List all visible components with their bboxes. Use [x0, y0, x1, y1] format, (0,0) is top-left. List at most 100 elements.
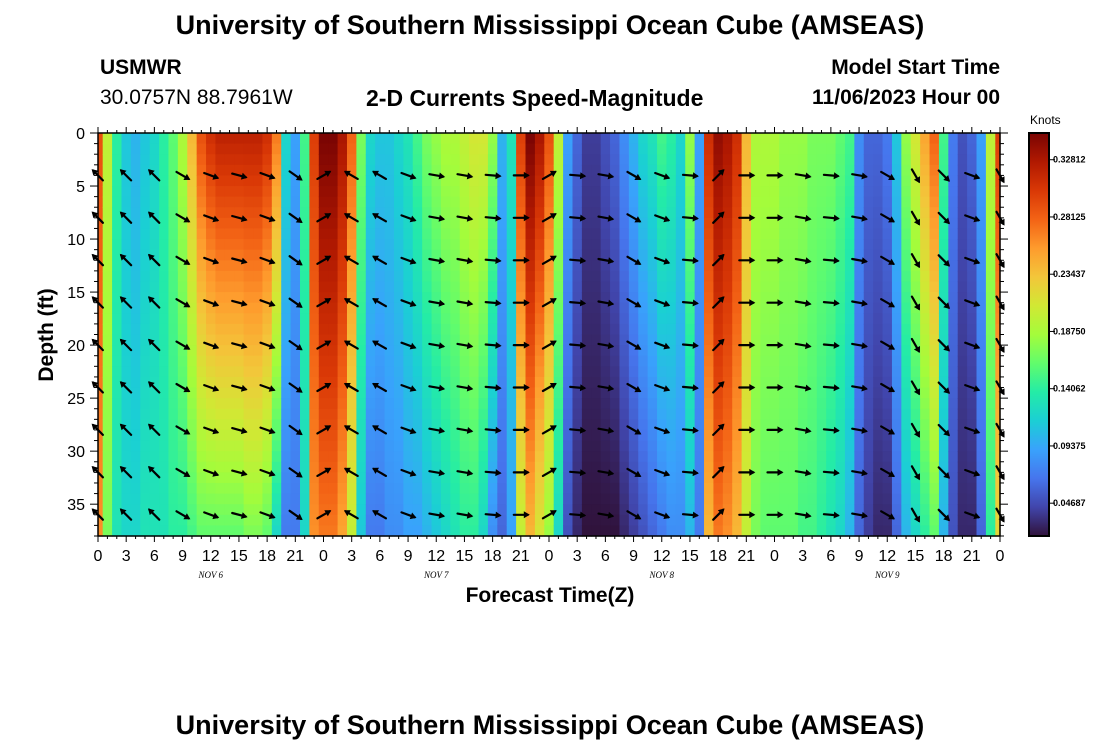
- heatmap-cell: [610, 239, 621, 251]
- current-vector: [343, 382, 359, 393]
- heatmap-cell: [910, 133, 921, 145]
- heatmap-cell: [581, 345, 592, 357]
- heatmap-cell: [760, 345, 771, 357]
- heatmap-cell: [234, 366, 245, 378]
- heatmap-cell: [929, 270, 940, 283]
- heatmap-cell: [873, 133, 884, 145]
- heatmap-cell: [130, 366, 141, 378]
- heatmap-cell: [309, 514, 320, 526]
- current-vector: [175, 340, 191, 350]
- heatmap-cell: [121, 366, 132, 378]
- heatmap-cell: [450, 408, 461, 420]
- heatmap-cell: [300, 164, 311, 177]
- heatmap-cell: [995, 143, 1001, 155]
- heatmap-cell: [516, 186, 527, 198]
- current-vector: [372, 382, 387, 393]
- current-vector: [288, 467, 303, 478]
- heatmap-cell: [384, 398, 395, 410]
- heatmap-cell: [534, 239, 545, 251]
- heatmap-cell: [243, 345, 254, 357]
- heatmap-cell: [318, 175, 329, 187]
- heatmap-cell: [967, 239, 978, 251]
- heatmap-cell: [337, 228, 348, 240]
- current-vector: [597, 469, 615, 477]
- heatmap-cell: [910, 292, 921, 304]
- heatmap-cell: [384, 514, 395, 526]
- heatmap-cell: [563, 387, 574, 399]
- heatmap-cell: [807, 387, 818, 399]
- heatmap-cell: [234, 239, 245, 251]
- heatmap-cell: [788, 461, 799, 473]
- vector-head: [523, 384, 530, 391]
- heatmap-cell: [534, 164, 545, 177]
- heatmap-cell: [657, 504, 668, 516]
- heatmap-cell: [619, 451, 630, 463]
- current-vector: [964, 299, 981, 307]
- heatmap-cell: [929, 249, 940, 261]
- heatmap-cell: [844, 345, 855, 357]
- heatmap-cell: [168, 302, 179, 314]
- heatmap-cell: [177, 408, 188, 420]
- heatmap-cell: [826, 164, 837, 177]
- heatmap-cell: [159, 143, 170, 155]
- heatmap-cell: [98, 440, 104, 452]
- current-vector: [964, 511, 981, 520]
- heatmap-cell: [816, 302, 827, 314]
- heatmap-cell: [328, 376, 339, 389]
- heatmap-cell: [882, 376, 893, 389]
- heatmap-cell: [638, 504, 649, 516]
- heatmap-cell: [440, 387, 451, 399]
- heatmap-cell: [459, 249, 470, 261]
- y-tick-label: 35: [67, 497, 85, 514]
- heatmap-cell: [450, 154, 461, 166]
- heatmap-cell: [168, 387, 179, 399]
- heatmap-cell: [478, 323, 489, 336]
- heatmap-cell: [497, 440, 508, 452]
- heatmap-cell: [779, 355, 790, 367]
- heatmap-cell: [722, 292, 733, 304]
- heatmap-cell: [140, 196, 151, 208]
- heatmap-cell: [779, 186, 790, 198]
- heatmap-cell: [140, 345, 151, 357]
- heatmap-cell: [356, 493, 367, 505]
- heatmap-cell: [243, 461, 254, 473]
- heatmap-cell: [196, 482, 207, 495]
- heatmap-cell: [995, 525, 1001, 537]
- heatmap-cell: [835, 461, 846, 473]
- heatmap-cell: [704, 175, 715, 187]
- heatmap-cell: [572, 451, 583, 463]
- heatmap-cell: [253, 355, 264, 367]
- heatmap-cell: [356, 504, 367, 516]
- heatmap-cell: [713, 217, 724, 230]
- current-vector: [569, 214, 587, 222]
- heatmap-cell: [929, 472, 940, 484]
- heatmap-cell: [741, 398, 752, 410]
- heatmap-cell: [835, 302, 846, 314]
- current-vector: [148, 169, 161, 182]
- heatmap-cell: [112, 493, 123, 505]
- heatmap-cell: [337, 260, 348, 272]
- heatmap-cell: [121, 143, 132, 155]
- heatmap-cell: [375, 451, 386, 463]
- heatmap-cell: [863, 387, 874, 399]
- current-vector: [288, 170, 303, 181]
- heatmap-cell: [788, 196, 799, 208]
- heatmap-cell: [600, 175, 611, 187]
- heatmap-cell: [638, 366, 649, 378]
- heatmap-cell: [591, 355, 602, 367]
- heatmap-cell: [365, 451, 376, 463]
- heatmap-cell: [544, 302, 555, 314]
- heatmap-cell: [760, 186, 771, 198]
- heatmap-cell: [741, 302, 752, 314]
- heatmap-cell: [384, 376, 395, 389]
- heatmap-cell: [431, 334, 442, 346]
- heatmap-cell: [901, 398, 912, 410]
- heatmap-cell: [393, 334, 404, 346]
- current-vector: [343, 298, 359, 308]
- heatmap-cell: [337, 207, 348, 219]
- vector-head: [268, 470, 276, 477]
- heatmap-cell: [159, 472, 170, 484]
- heatmap-cell: [722, 281, 733, 293]
- heatmap-cell: [610, 387, 621, 399]
- vector-head: [663, 258, 671, 265]
